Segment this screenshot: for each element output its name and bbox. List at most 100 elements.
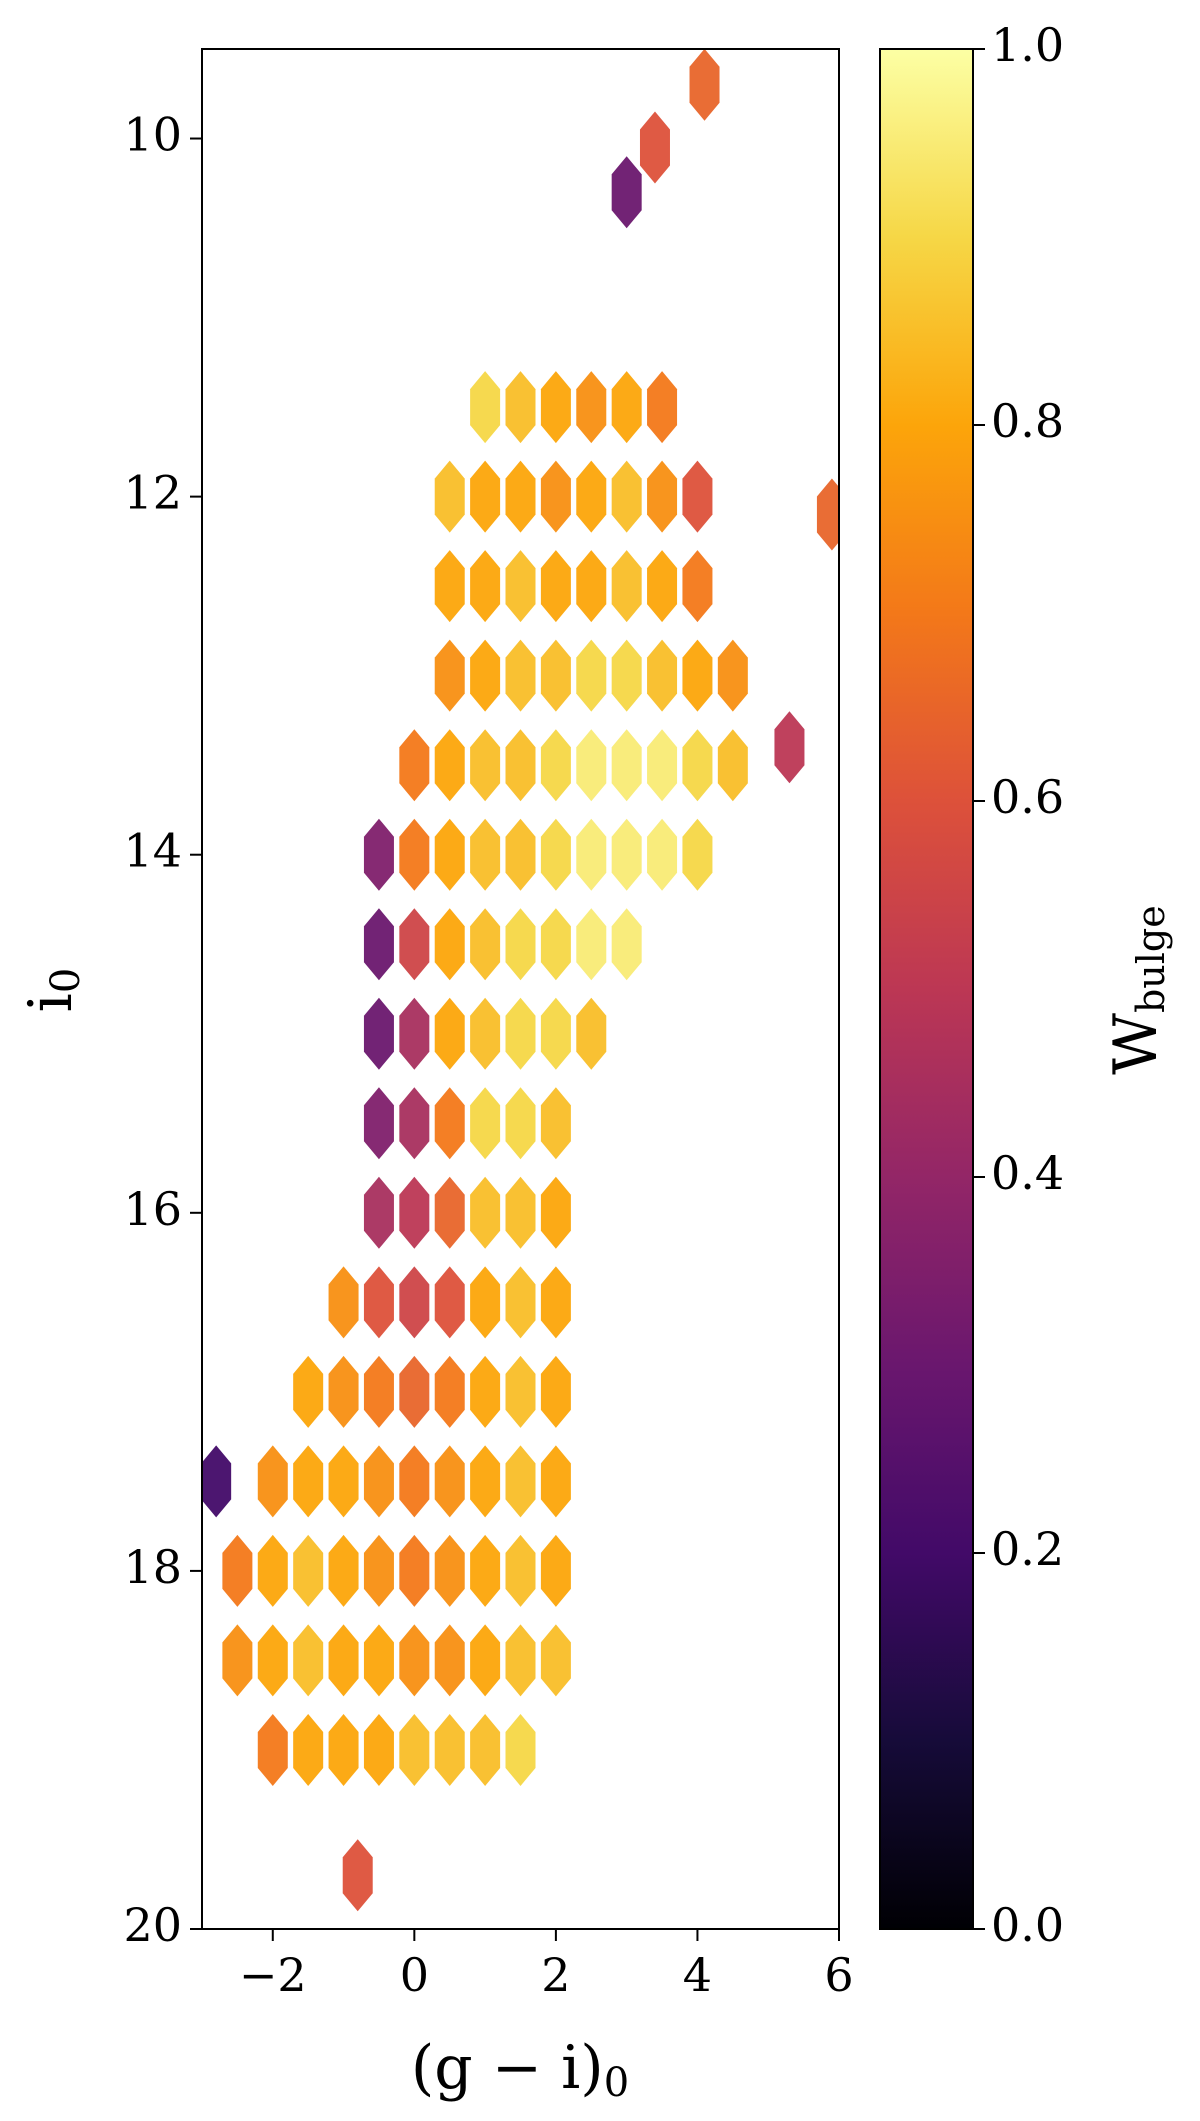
hexbin-cell <box>576 550 607 623</box>
hexbin-cell <box>639 111 670 184</box>
hexbin-layer <box>202 49 839 1912</box>
hexbin-cell <box>576 371 607 444</box>
hexbin-cell <box>363 1713 394 1786</box>
x-tick-label: −2 <box>239 1948 307 2002</box>
hexbin-cell <box>576 997 607 1070</box>
hexbin-cell <box>540 818 571 891</box>
hexbin-cell <box>434 997 465 1070</box>
colorbar-tick-label: 0.4 <box>991 1146 1064 1200</box>
hexbin-cell <box>540 371 571 444</box>
hexbin-cell <box>363 908 394 981</box>
hexbin-cell <box>399 997 430 1070</box>
hexbin-cell <box>399 1534 430 1607</box>
hexbin-cell <box>576 639 607 712</box>
hexbin-cell <box>505 1445 536 1518</box>
hexbin-cell <box>505 371 536 444</box>
hexbin-cell <box>611 818 642 891</box>
hexbin-cell <box>363 1355 394 1428</box>
hexbin-cell <box>399 1176 430 1249</box>
hexbin-cell <box>363 997 394 1070</box>
hexbin-cell <box>470 1534 501 1607</box>
hexbin-cell <box>363 1266 394 1339</box>
colorbar-tick-label: 1.0 <box>991 18 1064 72</box>
hexbin-cell <box>202 1445 232 1518</box>
hexbin-cell <box>434 639 465 712</box>
hexbin-cell <box>611 639 642 712</box>
hexbin-cell <box>257 1445 288 1518</box>
hexbin-cell <box>611 550 642 623</box>
hexbin-cell <box>328 1355 359 1428</box>
hexbin-cell <box>682 639 713 712</box>
hexbin-cell <box>717 729 748 802</box>
hexbin-cell <box>470 997 501 1070</box>
colorbar-tick-label: 0.2 <box>991 1522 1064 1576</box>
hexbin-cell <box>434 818 465 891</box>
hexbin-cell <box>682 460 713 533</box>
hexbin-cell <box>647 371 678 444</box>
hexbin-cell <box>399 1624 430 1697</box>
hexbin-cell <box>434 1176 465 1249</box>
hexbin-cell <box>399 908 430 981</box>
hexbin-cell <box>611 460 642 533</box>
hexbin-cell <box>470 1713 501 1786</box>
hexbin-cell <box>505 1534 536 1607</box>
hexbin-cell <box>540 997 571 1070</box>
hexbin-cell <box>470 1266 501 1339</box>
hexbin-cell <box>682 818 713 891</box>
hexbin-cell <box>576 729 607 802</box>
hexbin-cell <box>505 908 536 981</box>
hexbin-cell <box>399 1087 430 1160</box>
hexbin-cell <box>540 1534 571 1607</box>
y-tick-label: 12 <box>123 466 182 520</box>
hexbin-cell <box>689 49 720 121</box>
colorbar-tick-label: 0.8 <box>991 394 1064 448</box>
hexbin-cell <box>505 997 536 1070</box>
hexbin-cell <box>682 550 713 623</box>
hexbin-cell <box>363 1176 394 1249</box>
plot-frame <box>201 48 840 1930</box>
hexbin-cell <box>470 729 501 802</box>
hexbin-cell <box>293 1355 324 1428</box>
hexbin-cell <box>682 729 713 802</box>
hexbin-cell <box>540 550 571 623</box>
hexbin-cell <box>774 711 805 784</box>
y-tick-label: 14 <box>123 824 182 878</box>
hexbin-cell <box>363 818 394 891</box>
hexbin-cell <box>647 639 678 712</box>
hexbin-cell <box>434 1534 465 1607</box>
colorbar-label: Wbulge <box>1101 905 1173 1074</box>
colorbar <box>879 48 974 1930</box>
y-tick-label: 10 <box>123 108 182 162</box>
hexbin-cell <box>505 460 536 533</box>
hexbin-cell <box>434 1087 465 1160</box>
hexbin-cell <box>470 460 501 533</box>
hexbin-cell <box>363 1624 394 1697</box>
hexbin-cell <box>540 1624 571 1697</box>
hexbin-cell <box>470 1355 501 1428</box>
hexbin-cell <box>434 908 465 981</box>
hexbin-cell <box>470 1624 501 1697</box>
hexbin-cell <box>470 1445 501 1518</box>
y-tick-label: 18 <box>123 1540 182 1594</box>
hexbin-cell <box>470 371 501 444</box>
hexbin-cell <box>540 1445 571 1518</box>
hexbin-cell <box>328 1534 359 1607</box>
hexbin-cell <box>470 908 501 981</box>
hexbin-cell <box>434 460 465 533</box>
hexbin-cell <box>470 550 501 623</box>
hexbin-cell <box>505 1176 536 1249</box>
hexbin-cell <box>505 729 536 802</box>
hexbin-cell <box>611 908 642 981</box>
hexbin-cell <box>434 1713 465 1786</box>
hexbin-cell <box>505 639 536 712</box>
colorbar-tick-label: 0.6 <box>991 770 1064 824</box>
hexbin-cell <box>434 729 465 802</box>
hexbin-cell <box>505 818 536 891</box>
hexbin-cell <box>540 908 571 981</box>
hexbin-cell <box>399 818 430 891</box>
hexbin-cell <box>540 639 571 712</box>
hexbin-cell <box>434 550 465 623</box>
hexbin-cell <box>399 1266 430 1339</box>
hexbin-cell <box>363 1087 394 1160</box>
